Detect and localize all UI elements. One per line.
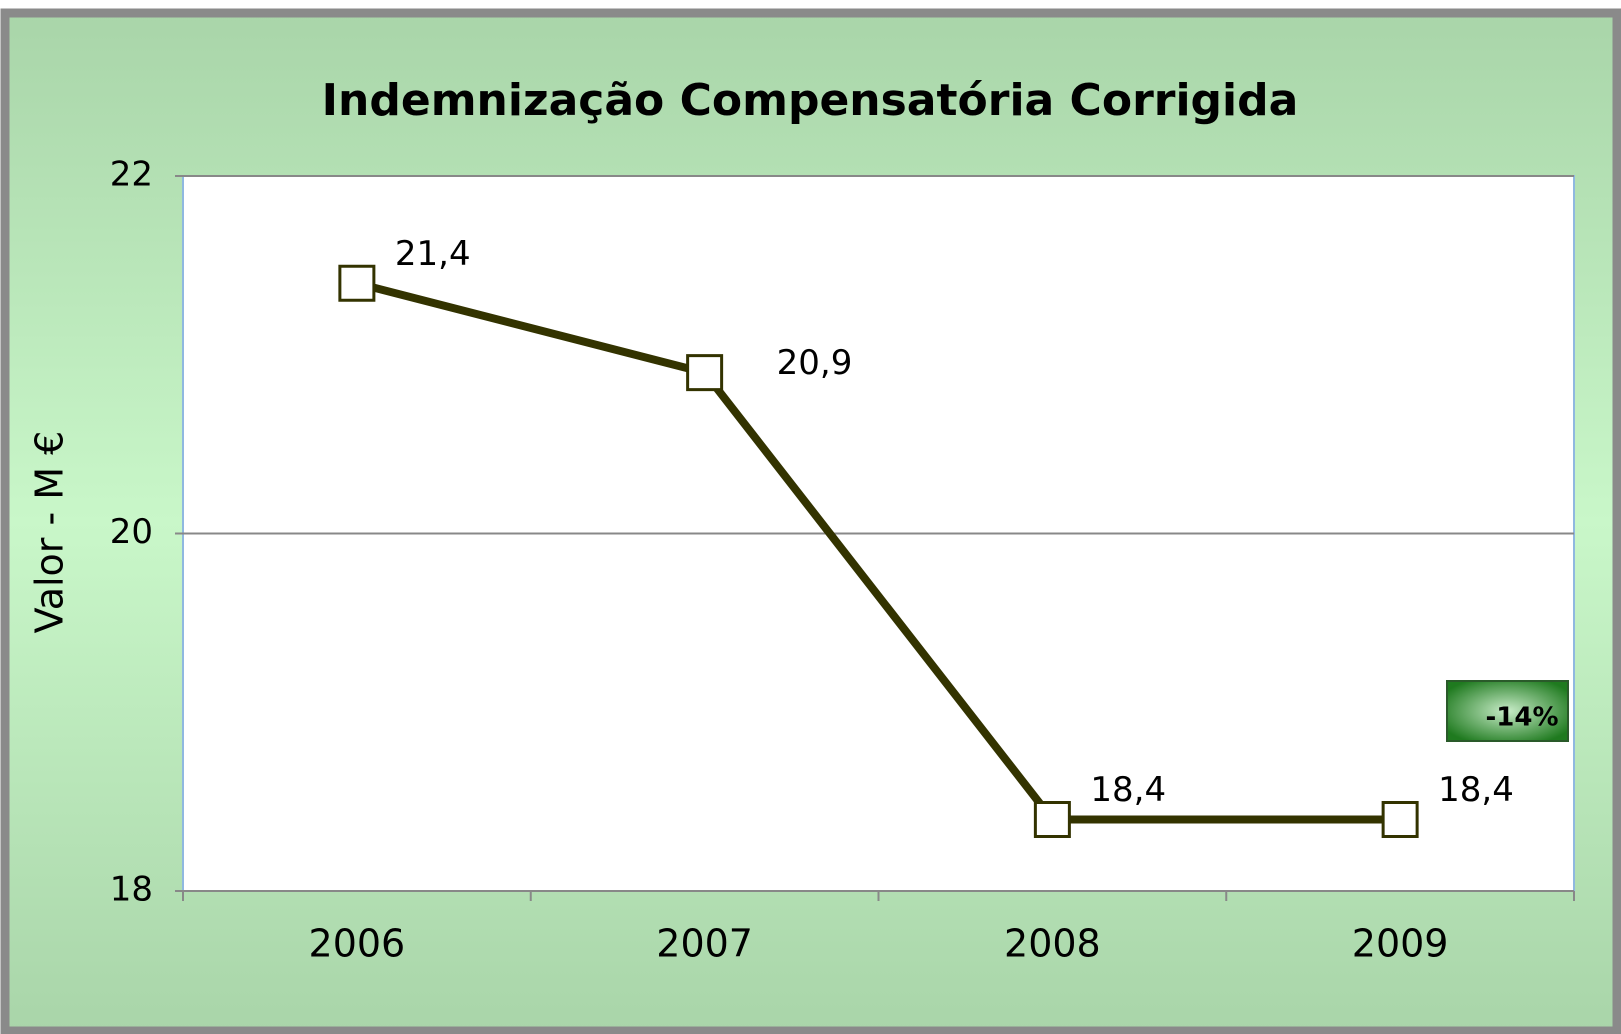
data-point (1033, 801, 1071, 838)
data-line (355, 279, 1401, 824)
data-label: 18,4 (1438, 770, 1514, 810)
data-label: 18,4 (1090, 770, 1166, 810)
y-axis-label: Valor - M € (28, 431, 72, 634)
y-tick-label: 18 (110, 870, 153, 910)
data-label: 21,4 (395, 234, 471, 274)
x-tick-label: 2006 (309, 922, 406, 966)
data-label: 20,9 (777, 343, 853, 383)
y-tick-label: 22 (110, 155, 153, 195)
annotation: -14% (1485, 703, 1558, 733)
data-point (1381, 801, 1419, 838)
annotation-box (1446, 680, 1569, 742)
data-point (338, 264, 376, 302)
data-point (686, 354, 724, 392)
x-tick-label: 2009 (1352, 922, 1449, 966)
chart-title: Indemnização Compensatória Corrigida (322, 75, 1299, 126)
y-tick-label: 20 (110, 512, 153, 552)
x-tick-label: 2008 (1004, 922, 1101, 966)
x-tick-label: 2007 (656, 922, 753, 966)
